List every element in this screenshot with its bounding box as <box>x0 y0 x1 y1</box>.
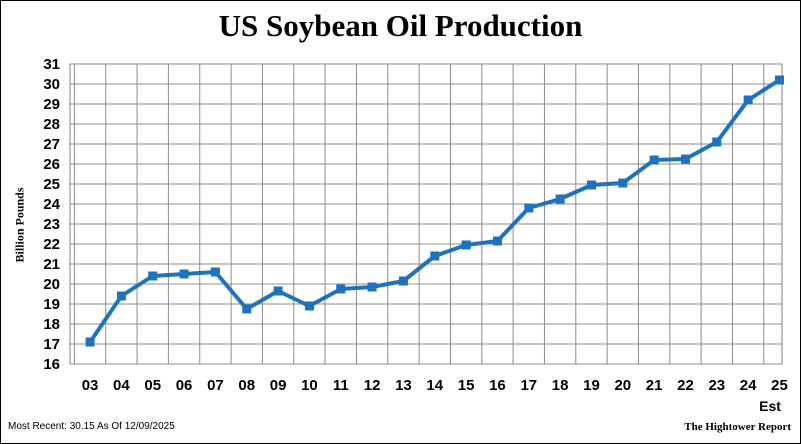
data-point <box>586 180 596 190</box>
x-tick-label: 16 <box>489 377 506 394</box>
y-tick-label: 29 <box>43 96 60 113</box>
chart-title: US Soybean Oil Production <box>218 8 583 43</box>
data-point <box>242 304 252 314</box>
x-tick-label: 17 <box>520 377 537 394</box>
x-tick-label: 09 <box>270 377 287 394</box>
x-tick-label: 18 <box>552 377 569 394</box>
x-tick-label: 10 <box>301 377 318 394</box>
data-point <box>116 291 126 301</box>
y-tick-label: 30 <box>43 76 60 93</box>
x-tick-label: 04 <box>113 377 130 394</box>
y-tick-label: 28 <box>43 116 60 133</box>
data-point <box>774 75 784 85</box>
data-point <box>273 286 283 296</box>
data-point <box>430 251 440 261</box>
x-tick-label: 03 <box>82 377 99 394</box>
y-tick-label: 26 <box>43 156 60 173</box>
data-point <box>367 282 377 292</box>
x-tick-label: 19 <box>583 377 600 394</box>
x-tick-label: 12 <box>364 377 381 394</box>
data-point <box>618 178 628 188</box>
x-tick-label: 06 <box>176 377 193 394</box>
data-point <box>712 137 722 147</box>
gridlines <box>70 63 782 365</box>
source-credit: The Hightower Report <box>684 421 791 433</box>
y-tick-label: 18 <box>43 316 60 333</box>
x-tick-label: 23 <box>708 377 725 394</box>
x-tick-label: 07 <box>207 377 224 394</box>
y-tick-label: 24 <box>43 196 60 213</box>
y-tick-label: 21 <box>43 256 60 273</box>
data-point <box>85 337 95 347</box>
plot-area <box>69 63 783 365</box>
most-recent-note: Most Recent: 30.15 As Of 12/09/2025 <box>8 421 175 432</box>
x-tick-label: 08 <box>238 377 255 394</box>
y-tick-label: 22 <box>43 236 60 253</box>
data-point <box>492 236 502 246</box>
x-tick-label: 20 <box>614 377 631 394</box>
x-tick-label: 13 <box>395 377 412 394</box>
y-tick-label: 31 <box>43 56 60 73</box>
data-point <box>398 276 408 286</box>
x-tick-label: 25 <box>771 377 788 394</box>
x-tick-label: 11 <box>333 377 349 394</box>
data-point <box>680 154 690 164</box>
data-point <box>210 267 220 277</box>
y-tick-labels: 16 17 18 19 20 21 22 23 24 25 26 27 28 29 30 31 <box>43 56 60 373</box>
x-annotation-est: Est <box>759 398 781 414</box>
x-tick-labels: 03 04 05 06 07 08 09 10 11 12 13 14 15 16 17 18 19 20 21 22… <box>82 377 788 394</box>
y-tick-label: 20 <box>43 276 60 293</box>
x-tick-label: 05 <box>144 377 161 394</box>
data-point <box>649 155 659 165</box>
data-point <box>743 95 753 105</box>
data-point <box>461 240 471 250</box>
x-tick-label: 24 <box>740 377 757 394</box>
y-tick-label: 25 <box>43 176 60 193</box>
data-point <box>524 203 534 213</box>
x-tick-label: 14 <box>426 377 443 394</box>
x-tick-label: 21 <box>646 377 663 394</box>
data-markers <box>85 75 784 347</box>
x-tick-label: 15 <box>458 377 475 394</box>
data-point <box>148 271 158 281</box>
y-tick-label: 17 <box>43 336 60 353</box>
data-point <box>336 284 346 294</box>
data-point <box>304 301 314 311</box>
data-point <box>179 269 189 279</box>
y-tick-label: 27 <box>43 136 60 153</box>
y-tick-label: 23 <box>43 216 60 233</box>
y-tick-label: 19 <box>43 296 60 313</box>
y-tick-label: 16 <box>43 356 60 373</box>
x-tick-label: 22 <box>677 377 694 394</box>
data-point <box>555 194 565 204</box>
